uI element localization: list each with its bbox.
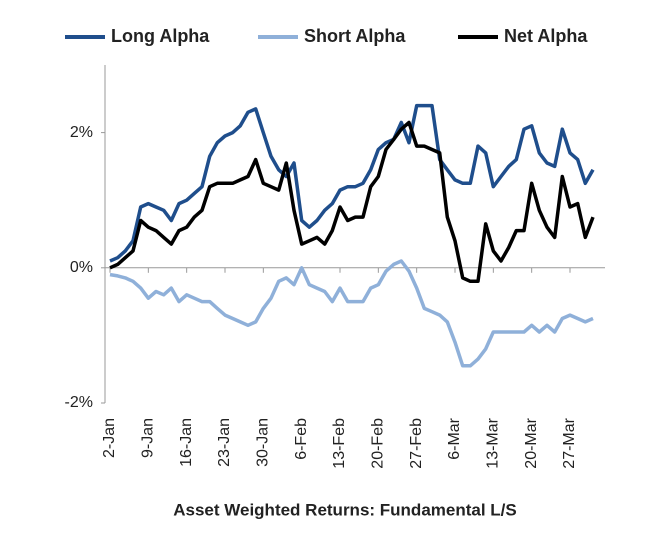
x-tick-label: 6-Mar [446,417,463,459]
x-tick-label: 9-Jan [140,418,157,458]
x-tick-label: 13-Mar [485,417,502,468]
chart-title: Asset Weighted Returns: Fundamental L/S [173,500,517,519]
y-tick-label: 0% [70,259,93,276]
series-line [109,259,594,368]
y-tick-label: -2% [65,394,93,411]
x-tick-label: 13-Feb [331,418,348,469]
legend-label: Net Alpha [504,26,588,46]
x-tick-label: 6-Feb [293,418,310,460]
y-tick-label: 2% [70,124,93,141]
x-tick-label: 20-Mar [523,417,540,468]
x-tick-label: 23-Jan [216,418,233,467]
x-tick-label: 16-Jan [178,418,195,467]
x-tick-label: 30-Jan [255,418,272,467]
x-tick-label: 27-Mar [561,417,578,468]
x-tick-label: 20-Feb [370,418,387,469]
series-line [109,103,595,263]
x-tick-label: 27-Feb [408,418,425,469]
x-tick-label: 2-Jan [101,418,118,458]
series-line [109,120,595,284]
legend-label: Short Alpha [304,26,406,46]
legend-label: Long Alpha [111,26,210,46]
